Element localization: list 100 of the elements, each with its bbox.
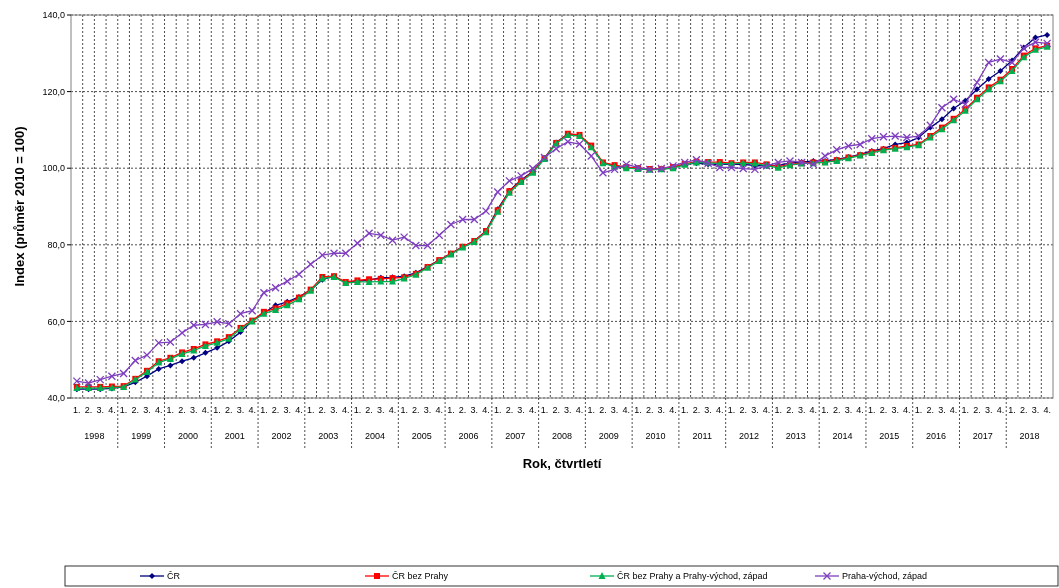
text: 2009 — [598, 431, 619, 441]
x-tick-label: 2. — [365, 405, 373, 415]
x-tick-label: 3. — [423, 405, 432, 415]
x-tick-label: 2. — [131, 405, 140, 415]
x-tick-label: 2. — [178, 405, 186, 415]
y-axis-title: Index (průměr 2010 = 100) — [12, 126, 27, 287]
x-tick-label: 3. — [891, 405, 899, 415]
x-tick-label: 3. — [330, 405, 338, 415]
text: 2012 — [739, 431, 760, 441]
x-tick-label: 4. — [154, 405, 163, 415]
x-tick-label: 1. — [400, 405, 408, 415]
x-tick-label: 3. — [377, 405, 385, 415]
text: 2003 — [318, 431, 339, 441]
x-tick-label: 3. — [1031, 405, 1040, 415]
x-tick-label: 1. — [1008, 405, 1016, 415]
x-tick-label: 3. — [704, 405, 712, 415]
text: 2011 — [692, 431, 712, 441]
x-tick-label: 3. — [283, 405, 292, 415]
x-tick-label: 4. — [809, 405, 818, 415]
x-tick-label: 2. — [552, 405, 560, 415]
legend-label: ČR — [167, 571, 181, 582]
x-tick-label: 4. — [575, 405, 584, 415]
x-tick-label: 1. — [447, 405, 455, 415]
x-tick-label: 3. — [984, 405, 993, 415]
x-tick-label: 1. — [914, 405, 923, 415]
text: 2018 — [1019, 431, 1040, 441]
x-tick-label: 4. — [949, 405, 958, 415]
x-tick-label: 2. — [458, 405, 467, 415]
text: 1998 — [84, 431, 105, 441]
y-tick-label: 40,0 — [47, 393, 65, 404]
legend-label: ČR bez Prahy — [392, 571, 449, 582]
x-tick-label: 4. — [856, 405, 864, 415]
x-tick-label: 1. — [493, 405, 502, 415]
x-tick-label: 1. — [634, 405, 642, 415]
x-tick-label: 4. — [482, 405, 490, 415]
text: 2001 — [224, 431, 245, 441]
x-tick-label: 2. — [692, 405, 701, 415]
x-tick-label: 1. — [868, 405, 876, 415]
x-tick-label: 2. — [739, 405, 747, 415]
legend-label: ČR bez Prahy a Prahy-východ, západ — [617, 571, 768, 582]
x-tick-label: 4. — [669, 405, 677, 415]
x-tick-label: 2. — [1020, 405, 1028, 415]
text: 2014 — [832, 431, 853, 441]
x-tick-label: 1. — [821, 405, 829, 415]
x-tick-label: 3. — [564, 405, 572, 415]
legend-label: Praha-východ, západ — [842, 571, 928, 582]
x-tick-label: 4. — [622, 405, 631, 415]
x-tick-label: 4. — [716, 405, 724, 415]
text: 2006 — [458, 431, 479, 441]
x-tick-label: 3. — [517, 405, 525, 415]
x-tick-label: 4. — [529, 405, 537, 415]
y-tick-label: 60,0 — [47, 316, 65, 327]
text: 2010 — [645, 431, 666, 441]
x-tick-label: 4. — [388, 405, 397, 415]
text: 1999 — [131, 431, 152, 441]
x-tick-label: 2. — [505, 405, 514, 415]
x-tick-label: 4. — [295, 405, 303, 415]
text: 2000 — [177, 431, 198, 441]
x-tick-label: 4. — [108, 405, 116, 415]
x-tick-label: 2. — [973, 405, 981, 415]
x-tick-label: 3. — [236, 405, 245, 415]
text: 2017 — [972, 431, 993, 441]
x-tick-label: 2. — [832, 405, 841, 415]
x-tick-label: 1. — [774, 405, 783, 415]
x-tick-label: 4. — [903, 405, 911, 415]
x-tick-label: 2. — [412, 405, 420, 415]
x-tick-label: 2. — [645, 405, 654, 415]
text: 2013 — [785, 431, 806, 441]
x-tick-label: 4. — [762, 405, 771, 415]
text: 2007 — [505, 431, 526, 441]
x-tick-label: 1. — [306, 405, 315, 415]
text: 2005 — [411, 431, 432, 441]
x-tick-label: 4. — [996, 405, 1005, 415]
x-tick-label: 2. — [318, 405, 327, 415]
y-tick-label: 120,0 — [42, 86, 65, 97]
x-tick-label: 1. — [166, 405, 175, 415]
x-tick-label: 1. — [961, 405, 970, 415]
x-tick-label: 2. — [225, 405, 233, 415]
x-tick-label: 1. — [213, 405, 221, 415]
x-tick-label: 2. — [879, 405, 888, 415]
text: 2008 — [551, 431, 573, 441]
x-tick-label: 4. — [1043, 405, 1051, 415]
x-tick-label: 1. — [260, 405, 268, 415]
y-tick-label: 80,0 — [47, 239, 65, 250]
x-tick-label: 2. — [84, 405, 93, 415]
x-tick-label: 1. — [680, 405, 689, 415]
x-tick-label: 4. — [435, 405, 444, 415]
y-tick-label: 100,0 — [42, 163, 65, 174]
x-tick-label: 1. — [540, 405, 549, 415]
x-tick-label: 4. — [201, 405, 210, 415]
x-tick-label: 4. — [248, 405, 256, 415]
x-tick-label: 3. — [96, 405, 104, 415]
x-tick-label: 3. — [470, 405, 479, 415]
y-tick-label: 140,0 — [42, 10, 65, 21]
text: 2002 — [271, 431, 292, 441]
x-tick-label: 3. — [797, 405, 806, 415]
text: 2015 — [879, 431, 900, 441]
x-tick-label: 2. — [786, 405, 794, 415]
x-axis-title: Rok, čtvrtletí — [522, 456, 602, 471]
x-tick-label: 1. — [587, 405, 595, 415]
